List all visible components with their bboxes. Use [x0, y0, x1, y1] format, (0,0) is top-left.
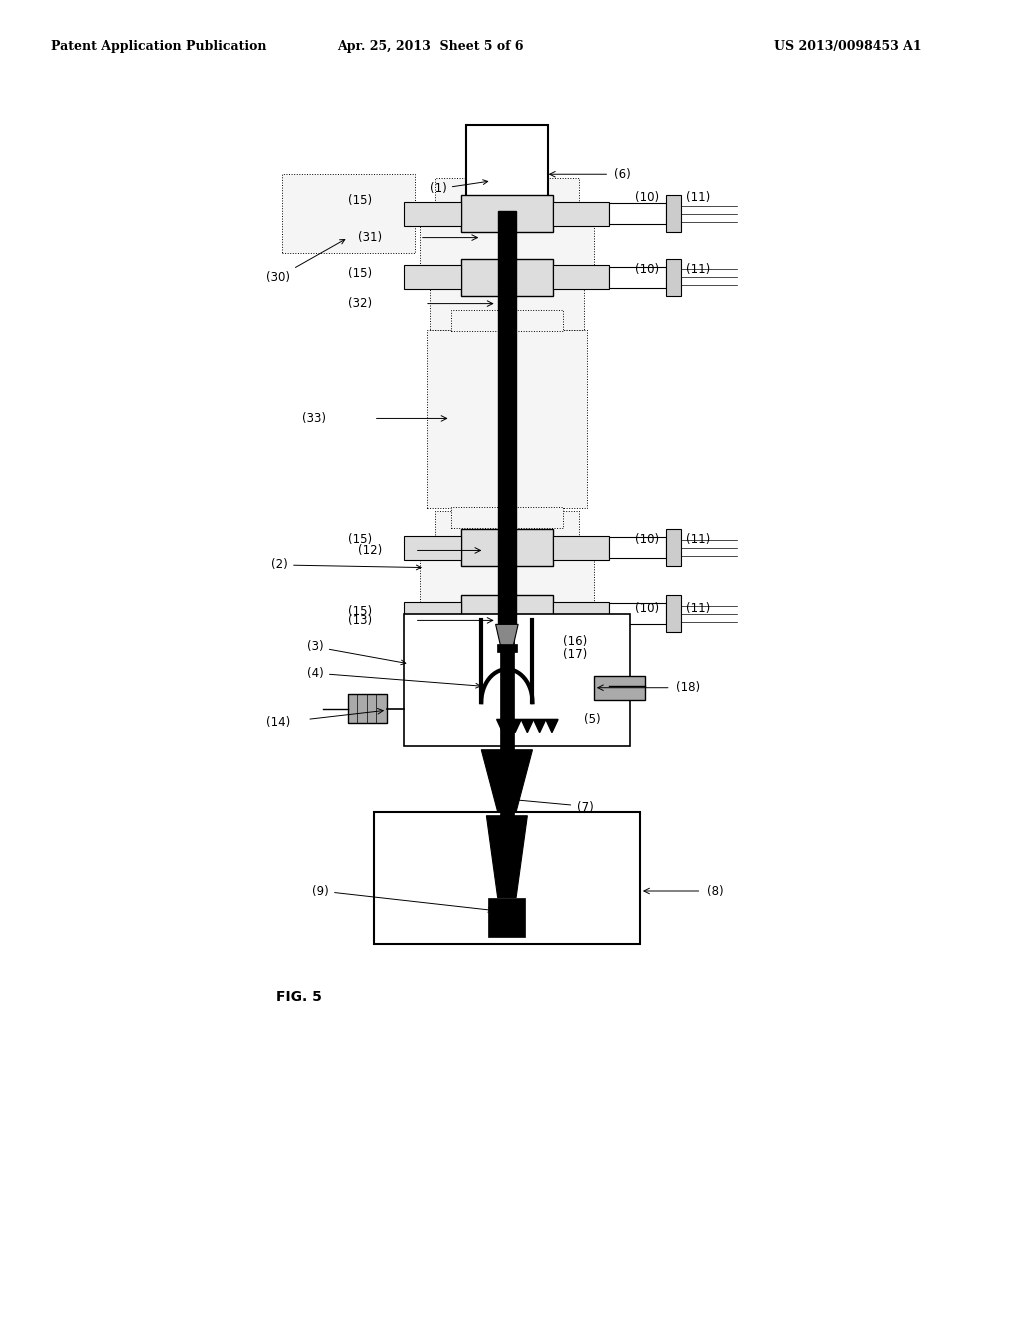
- Bar: [497, 644, 517, 652]
- Bar: [427, 330, 587, 508]
- Text: (11): (11): [686, 191, 711, 205]
- Text: (18): (18): [676, 681, 700, 694]
- Text: (30): (30): [266, 239, 345, 284]
- Bar: [553, 602, 609, 626]
- Bar: [461, 529, 553, 566]
- Polygon shape: [496, 624, 518, 647]
- Bar: [374, 812, 640, 944]
- Bar: [666, 529, 681, 566]
- Bar: [451, 310, 563, 331]
- Polygon shape: [509, 719, 521, 733]
- Text: Patent Application Publication: Patent Application Publication: [51, 40, 266, 53]
- Text: (7): (7): [577, 801, 593, 814]
- Bar: [666, 195, 681, 232]
- Bar: [430, 277, 584, 330]
- Text: (31): (31): [358, 231, 383, 244]
- Text: (11): (11): [686, 533, 711, 546]
- Text: (10): (10): [635, 191, 659, 205]
- Polygon shape: [481, 750, 532, 812]
- Polygon shape: [534, 719, 546, 733]
- Bar: [282, 174, 415, 253]
- Polygon shape: [497, 719, 509, 733]
- Bar: [498, 211, 516, 627]
- Text: (10): (10): [635, 602, 659, 615]
- Text: (11): (11): [686, 263, 711, 276]
- Text: (15): (15): [348, 533, 373, 546]
- Bar: [404, 202, 461, 226]
- Bar: [420, 214, 594, 271]
- Bar: [553, 536, 609, 560]
- Text: (13): (13): [348, 614, 373, 627]
- Bar: [666, 595, 681, 632]
- Text: (33): (33): [302, 412, 326, 425]
- Bar: [451, 507, 563, 528]
- Bar: [420, 550, 594, 607]
- Text: (1): (1): [430, 180, 487, 195]
- Bar: [348, 694, 387, 723]
- Bar: [666, 259, 681, 296]
- Bar: [553, 202, 609, 226]
- Text: US 2013/0098453 A1: US 2013/0098453 A1: [774, 40, 922, 53]
- Bar: [461, 195, 553, 232]
- Text: (5): (5): [584, 713, 600, 726]
- Bar: [594, 676, 645, 700]
- Text: (9): (9): [312, 884, 493, 912]
- Text: (17): (17): [563, 648, 588, 661]
- Polygon shape: [546, 719, 558, 733]
- Text: (2): (2): [271, 558, 421, 572]
- Bar: [435, 240, 579, 313]
- Bar: [404, 602, 461, 626]
- Text: Apr. 25, 2013  Sheet 5 of 6: Apr. 25, 2013 Sheet 5 of 6: [337, 40, 523, 53]
- Bar: [404, 536, 461, 560]
- Bar: [435, 511, 579, 583]
- Text: (6): (6): [614, 168, 631, 181]
- Bar: [609, 603, 666, 624]
- Text: (15): (15): [348, 267, 373, 280]
- Bar: [500, 623, 514, 858]
- Bar: [609, 267, 666, 288]
- Bar: [435, 177, 579, 251]
- Bar: [609, 537, 666, 558]
- Bar: [461, 595, 553, 632]
- Text: (10): (10): [635, 263, 659, 276]
- Bar: [435, 577, 579, 649]
- Text: (4): (4): [307, 667, 480, 688]
- Text: (15): (15): [348, 605, 373, 618]
- Bar: [488, 898, 525, 937]
- Polygon shape: [486, 816, 527, 898]
- Text: (32): (32): [348, 297, 373, 310]
- Text: (14): (14): [266, 715, 291, 729]
- Text: (8): (8): [707, 884, 723, 898]
- Bar: [404, 265, 461, 289]
- Text: (3): (3): [307, 640, 406, 665]
- Text: FIG. 5: FIG. 5: [276, 990, 323, 1003]
- Text: (11): (11): [686, 602, 711, 615]
- Text: (10): (10): [635, 533, 659, 546]
- Text: (15): (15): [348, 194, 373, 207]
- Bar: [404, 614, 630, 746]
- Text: (12): (12): [358, 544, 383, 557]
- Bar: [609, 203, 666, 224]
- Bar: [461, 259, 553, 296]
- Text: (16): (16): [563, 635, 588, 648]
- Polygon shape: [521, 719, 534, 733]
- Bar: [553, 265, 609, 289]
- Bar: [466, 125, 548, 211]
